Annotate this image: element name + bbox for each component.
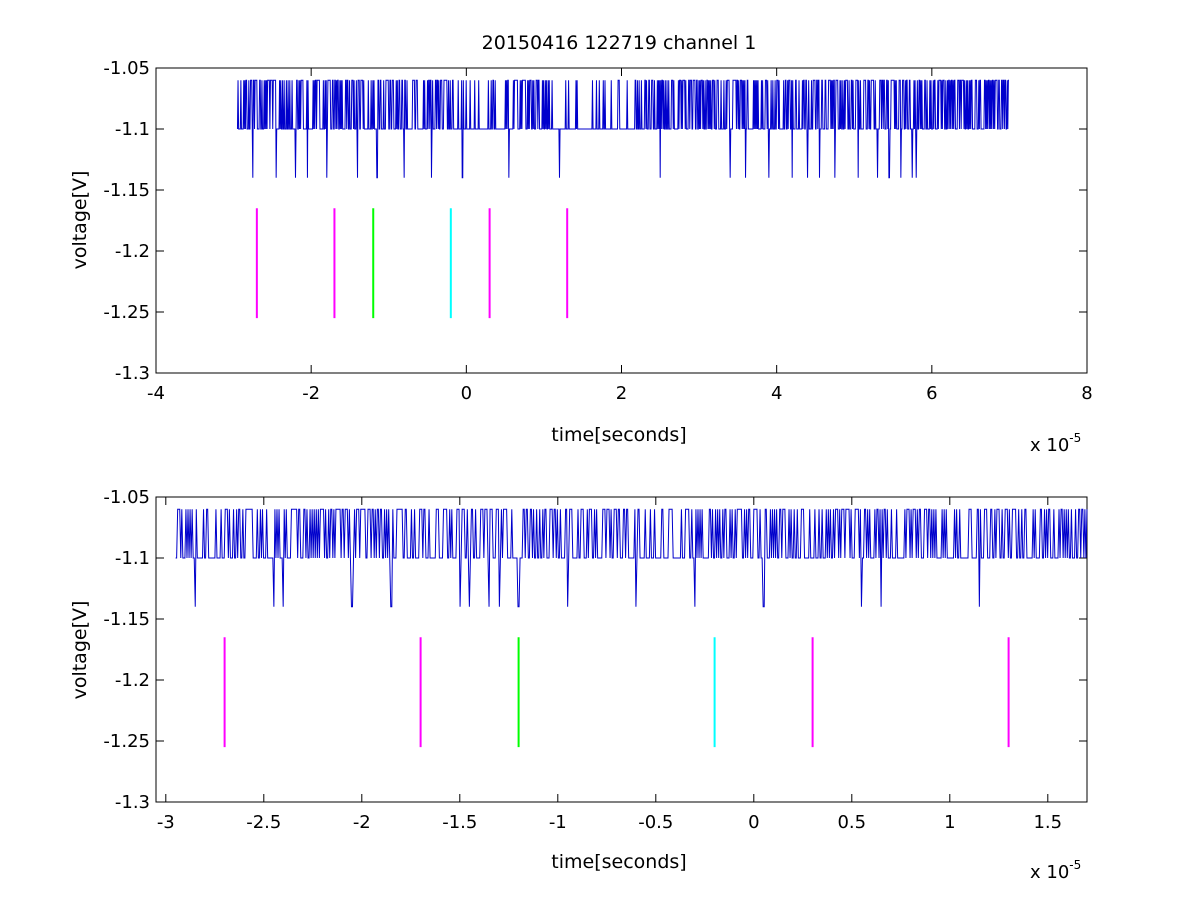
y-axis-label-top: voltage[V] xyxy=(69,171,91,270)
x-tick-label: 1 xyxy=(944,812,955,833)
x-multiplier-top: x 10-5 xyxy=(1030,431,1081,456)
y-tick-label: -1.3 xyxy=(115,363,150,384)
x-multiplier-base-top: x 10 xyxy=(1030,435,1069,456)
x-tick-label: 6 xyxy=(926,383,937,404)
y-axis-label-bottom: voltage[V] xyxy=(69,601,91,700)
y-tick-label: -1.15 xyxy=(103,180,150,201)
x-multiplier-exponent-top: -5 xyxy=(1069,431,1081,445)
x-multiplier-exponent-bottom: -5 xyxy=(1069,858,1081,872)
y-tick-label: -1.2 xyxy=(115,241,150,262)
x-tick-label: 0.5 xyxy=(837,812,866,833)
x-tick-label: -1.5 xyxy=(442,812,477,833)
chart-title: 20150416 122719 channel 1 xyxy=(482,32,757,54)
x-tick-label: -1 xyxy=(549,812,567,833)
y-tick-label: -1.05 xyxy=(103,487,150,508)
x-tick-label: -4 xyxy=(147,383,165,404)
x-axis-label-top: time[seconds] xyxy=(551,424,686,446)
x-axis-label-bottom: time[seconds] xyxy=(551,851,686,873)
x-tick-label: 0 xyxy=(748,812,759,833)
y-tick-label: -1.05 xyxy=(103,58,150,79)
axes-bottom: time[seconds] voltage[V] x 10-5 -3 -2.5 -2… xyxy=(69,487,1088,883)
x-tick-label: -3 xyxy=(157,812,175,833)
y-tick-label: -1.1 xyxy=(115,548,150,569)
signal-series-line xyxy=(175,508,1088,608)
y-tick-label: -1.15 xyxy=(103,609,150,630)
x-tick-label: -2.5 xyxy=(246,812,281,833)
y-tick-label: -1.2 xyxy=(115,670,150,691)
x-tick-label: -2 xyxy=(353,812,371,833)
x-tick-label: 0 xyxy=(461,383,472,404)
axes-top: 20150416 122719 channel 1 time[seconds] … xyxy=(69,32,1093,456)
plot-frame xyxy=(155,496,1088,803)
x-tick-label: 8 xyxy=(1081,383,1092,404)
y-tick-label: -1.1 xyxy=(115,119,150,140)
x-tick-label: 4 xyxy=(771,383,782,404)
x-multiplier-bottom: x 10-5 xyxy=(1030,858,1081,883)
x-multiplier-base-bottom: x 10 xyxy=(1030,862,1069,883)
x-tick-label: 1.5 xyxy=(1033,812,1062,833)
x-tick-label: -0.5 xyxy=(638,812,673,833)
y-tick-label: -1.25 xyxy=(103,731,150,752)
x-tick-label: 2 xyxy=(616,383,627,404)
x-tick-label: -2 xyxy=(302,383,320,404)
y-tick-label: -1.3 xyxy=(115,792,150,813)
signal-series-line xyxy=(236,79,1009,179)
y-tick-label: -1.25 xyxy=(103,302,150,323)
